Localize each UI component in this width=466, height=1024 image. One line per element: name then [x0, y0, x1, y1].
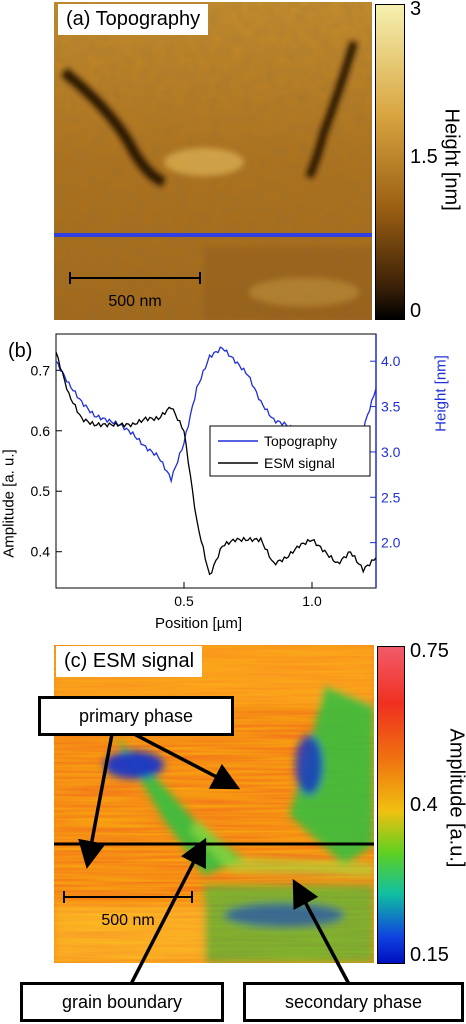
- arrow-secondary-phase: [292, 878, 352, 987]
- height-colorbar-tick-max: 3: [410, 0, 422, 20]
- callout-grain-boundary: grain boundary: [20, 982, 224, 1022]
- panel-b: 0.5 1.0 0.7 0.6 0.5 0.4 4.0 3.5 3.0 2.5 2.0 Topogra…: [0, 330, 466, 640]
- panel-c: 500 nm (c) ESM signal 0.75 0.4 0.15 Ampl…: [0, 640, 466, 1024]
- callout-arrows: [78, 732, 352, 987]
- amplitude-colorbar: [377, 646, 405, 964]
- height-colorbar: [375, 4, 405, 320]
- y-left-tick-label: 0.6: [31, 423, 51, 439]
- panel-a-label: (a) Topography: [58, 4, 209, 35]
- callout-secondary-phase: secondary phase: [243, 982, 464, 1022]
- amplitude-colorbar-tick-mid: 0.4: [410, 794, 438, 816]
- amplitude-axis-title: Amplitude [a. u.]: [0, 449, 18, 558]
- height-colorbar-title: Height [nm]: [440, 108, 463, 211]
- esm-series-line: [55, 351, 377, 576]
- y-right-tick-label: 4.0: [381, 353, 401, 369]
- height-colorbar-tick-min: 0: [410, 300, 422, 322]
- scale-bar-label: 500 nm: [108, 293, 161, 310]
- position-axis-title: Position [µm]: [155, 615, 243, 632]
- y-right-tick-label: 3.5: [381, 399, 401, 415]
- amplitude-colorbar-tick-max: 0.75: [410, 640, 449, 662]
- panel-c-label: (c) ESM signal: [56, 646, 203, 677]
- x-tick-label: 0.5: [174, 593, 194, 609]
- legend-topography-label: Topography: [264, 433, 337, 449]
- scale-bar: 500 nm: [69, 272, 201, 310]
- arrow-grain-boundary: [128, 837, 207, 987]
- y-left-tick-label: 0.7: [31, 362, 51, 378]
- panel-a: 500 nm (a) Topography 3 1.5 0 Height [nm…: [0, 0, 466, 330]
- y-right-tick-label: 2.0: [381, 535, 401, 551]
- height-axis-title: Height [nm]: [432, 355, 450, 432]
- arrow-primary-left: [78, 733, 114, 869]
- legend-box: [209, 425, 371, 477]
- amplitude-colorbar-tick-min: 0.15: [410, 944, 449, 966]
- legend-esm-label: ESM signal: [264, 455, 335, 471]
- panel-b-label: (b): [8, 340, 33, 362]
- y-left-tick-label: 0.4: [31, 544, 51, 560]
- line-chart: 0.5 1.0 0.7 0.6 0.5 0.4 4.0 3.5 3.0 2.5 2.0 Topogra…: [31, 333, 401, 609]
- topography-image: 500 nm: [54, 2, 372, 320]
- arrow-primary-right: [133, 732, 241, 790]
- scale-bar: 500 nm: [63, 891, 193, 929]
- y-left-tick-label: 0.5: [31, 483, 51, 499]
- scale-bar-label: 500 nm: [101, 912, 154, 929]
- y-right-tick-label: 3.0: [381, 444, 401, 460]
- y-right-tick-label: 2.5: [381, 489, 401, 505]
- x-tick-label: 1.0: [302, 593, 322, 609]
- height-colorbar-tick-mid: 1.5: [410, 146, 438, 168]
- callout-primary-phase: primary phase: [38, 696, 234, 736]
